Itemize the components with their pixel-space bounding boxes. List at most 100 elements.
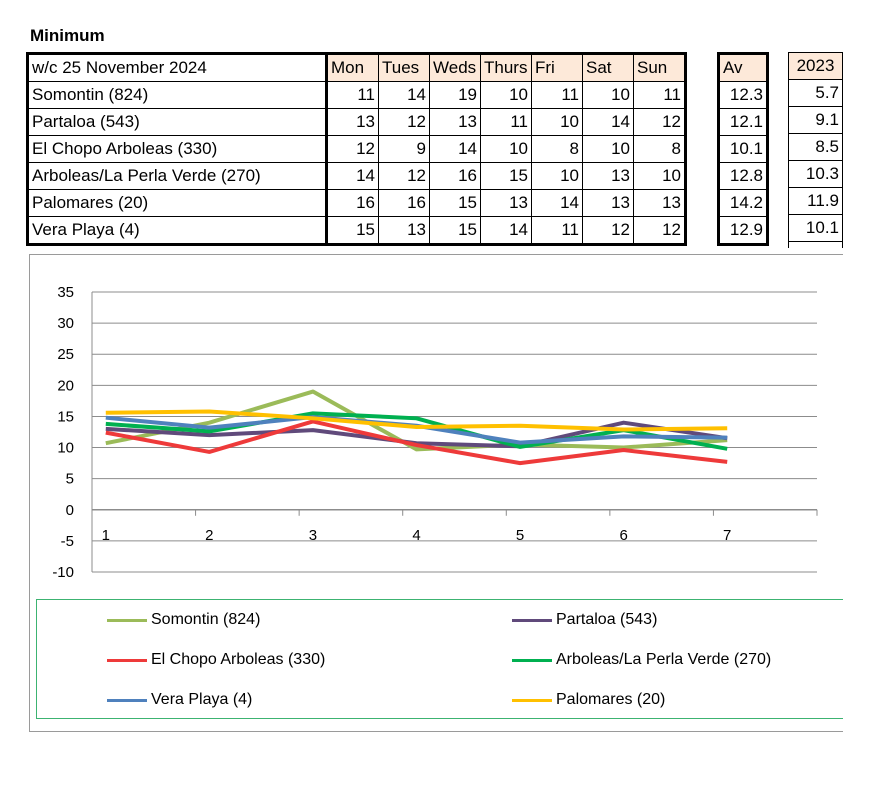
- chart-legend: Somontin (824) Partaloa (543) El Chopo Arb…: [36, 599, 843, 719]
- temperature-cell: 15: [429, 216, 481, 246]
- temperature-cell: 10: [531, 162, 583, 190]
- year-2023-table: 2023 5.7 9.1 8.5 10.3 11.9 10.1: [788, 52, 843, 248]
- y-tick-label: -10: [52, 564, 74, 581]
- average-cell: 12.9: [717, 216, 769, 246]
- table-header-row: w/c 25 November 2024 Mon Tues Weds Thurs Fri S…: [26, 52, 687, 82]
- year-row: 8.5: [788, 133, 843, 161]
- temperature-cell: 10: [531, 108, 583, 136]
- series-line-5: [105, 409, 728, 432]
- temperature-cell: 10: [582, 135, 634, 163]
- day-header: Weds: [429, 52, 481, 82]
- legend-item: Vera Playa (4): [107, 690, 252, 710]
- temperature-cell: 11: [531, 81, 583, 109]
- legend-label: Partaloa (543): [556, 611, 658, 628]
- table-row: Arboleas/La Perla Verde (270) 14 12 16 15 10 1…: [26, 162, 687, 190]
- legend-label: El Chopo Arboleas (330): [151, 651, 326, 668]
- temperature-cell: 14: [531, 189, 583, 217]
- year-row: 9.1: [788, 106, 843, 134]
- place-name: Palomares (20): [26, 189, 328, 217]
- day-header: Sun: [633, 52, 687, 82]
- legend-swatch: [107, 658, 147, 662]
- temperature-cell: 12: [326, 135, 379, 163]
- temperature-cell: 16: [378, 189, 430, 217]
- x-tick-label: 5: [516, 527, 524, 544]
- temperature-cell: 14: [326, 162, 379, 190]
- y-tick-label: 15: [57, 408, 74, 425]
- legend-item: Somontin (824): [107, 610, 260, 630]
- year-2023-cell: 9.1: [788, 106, 843, 134]
- average-cell: 14.2: [717, 189, 769, 217]
- year-spacer-cell: [788, 241, 843, 248]
- y-tick-label: 5: [66, 471, 74, 488]
- av-row: 12.1: [717, 108, 769, 136]
- temperature-cell: 14: [480, 216, 532, 246]
- temperature-cell: 11: [531, 216, 583, 246]
- legend-item: Arboleas/La Perla Verde (270): [512, 650, 771, 670]
- y-tick-label: 35: [57, 284, 74, 301]
- av-header: Av: [717, 52, 769, 82]
- temperature-cell: 10: [633, 162, 687, 190]
- year-2023-cell: 11.9: [788, 187, 843, 215]
- temperature-cell: 13: [326, 108, 379, 136]
- temperature-cell: 15: [480, 162, 532, 190]
- temperature-cell: 13: [633, 189, 687, 217]
- place-name: El Chopo Arboleas (330): [26, 135, 328, 163]
- day-header: Fri: [531, 52, 583, 82]
- average-cell: 12.1: [717, 108, 769, 136]
- temperature-cell: 16: [326, 189, 379, 217]
- temperature-cell: 13: [582, 162, 634, 190]
- x-tick-label: 2: [205, 527, 213, 544]
- year-row: 10.1: [788, 214, 843, 242]
- year-spacer-row: [788, 241, 843, 248]
- average-table: Av 12.3 12.1 10.1 12.8 14.2 12.9: [717, 52, 769, 246]
- year-2023-cell: 10.3: [788, 160, 843, 188]
- place-name: Vera Playa (4): [26, 216, 328, 246]
- year-row: 11.9: [788, 187, 843, 215]
- legend-item: El Chopo Arboleas (330): [107, 650, 325, 670]
- x-tick-label: 6: [619, 527, 627, 544]
- table-row: El Chopo Arboleas (330) 12 9 14 10 8 10 8: [26, 135, 687, 163]
- legend-swatch: [107, 698, 147, 702]
- year-header-row: 2023: [788, 52, 843, 80]
- year-2023-cell: 8.5: [788, 133, 843, 161]
- legend-label: Palomares (20): [556, 691, 666, 708]
- av-row: 12.3: [717, 81, 769, 109]
- year-row: 10.3: [788, 160, 843, 188]
- legend-swatch: [512, 698, 552, 702]
- legend-swatch: [512, 658, 552, 662]
- temperature-cell: 16: [429, 162, 481, 190]
- table-row: Vera Playa (4) 15 13 15 14 11 12 12: [26, 216, 687, 246]
- legend-swatch: [512, 618, 552, 622]
- y-tick-label: 10: [57, 440, 74, 457]
- y-tick-label: 30: [57, 315, 74, 332]
- y-tick-label: 25: [57, 346, 74, 363]
- year-row: 5.7: [788, 79, 843, 107]
- temperature-table: w/c 25 November 2024 Mon Tues Weds Thurs Fri S…: [26, 52, 687, 246]
- week-label: w/c 25 November 2024: [26, 52, 328, 82]
- x-tick-label: 1: [102, 527, 110, 544]
- x-tick-label: 7: [723, 527, 731, 544]
- day-header: Thurs: [480, 52, 532, 82]
- place-name: Arboleas/La Perla Verde (270): [26, 162, 328, 190]
- temperature-cell: 11: [326, 81, 379, 109]
- temperature-cell: 10: [582, 81, 634, 109]
- temperature-cell: 13: [480, 189, 532, 217]
- year-header: 2023: [788, 52, 843, 80]
- series-line-0: [105, 389, 728, 452]
- legend-item: Palomares (20): [512, 690, 665, 710]
- temperature-cell: 8: [633, 135, 687, 163]
- temperature-cell: 19: [429, 81, 481, 109]
- legend-label: Vera Playa (4): [151, 691, 253, 708]
- temperature-cell: 13: [378, 216, 430, 246]
- av-row: 10.1: [717, 135, 769, 163]
- chart-frame: [29, 254, 843, 732]
- day-header: Sat: [582, 52, 634, 82]
- av-row: 12.9: [717, 216, 769, 246]
- average-cell: 12.8: [717, 162, 769, 190]
- year-2023-cell: 5.7: [788, 79, 843, 107]
- series-line-2: [105, 419, 728, 466]
- temperature-cell: 14: [582, 108, 634, 136]
- legend-label: Somontin (824): [151, 611, 261, 628]
- av-row: 12.8: [717, 162, 769, 190]
- legend-swatch: [107, 618, 147, 622]
